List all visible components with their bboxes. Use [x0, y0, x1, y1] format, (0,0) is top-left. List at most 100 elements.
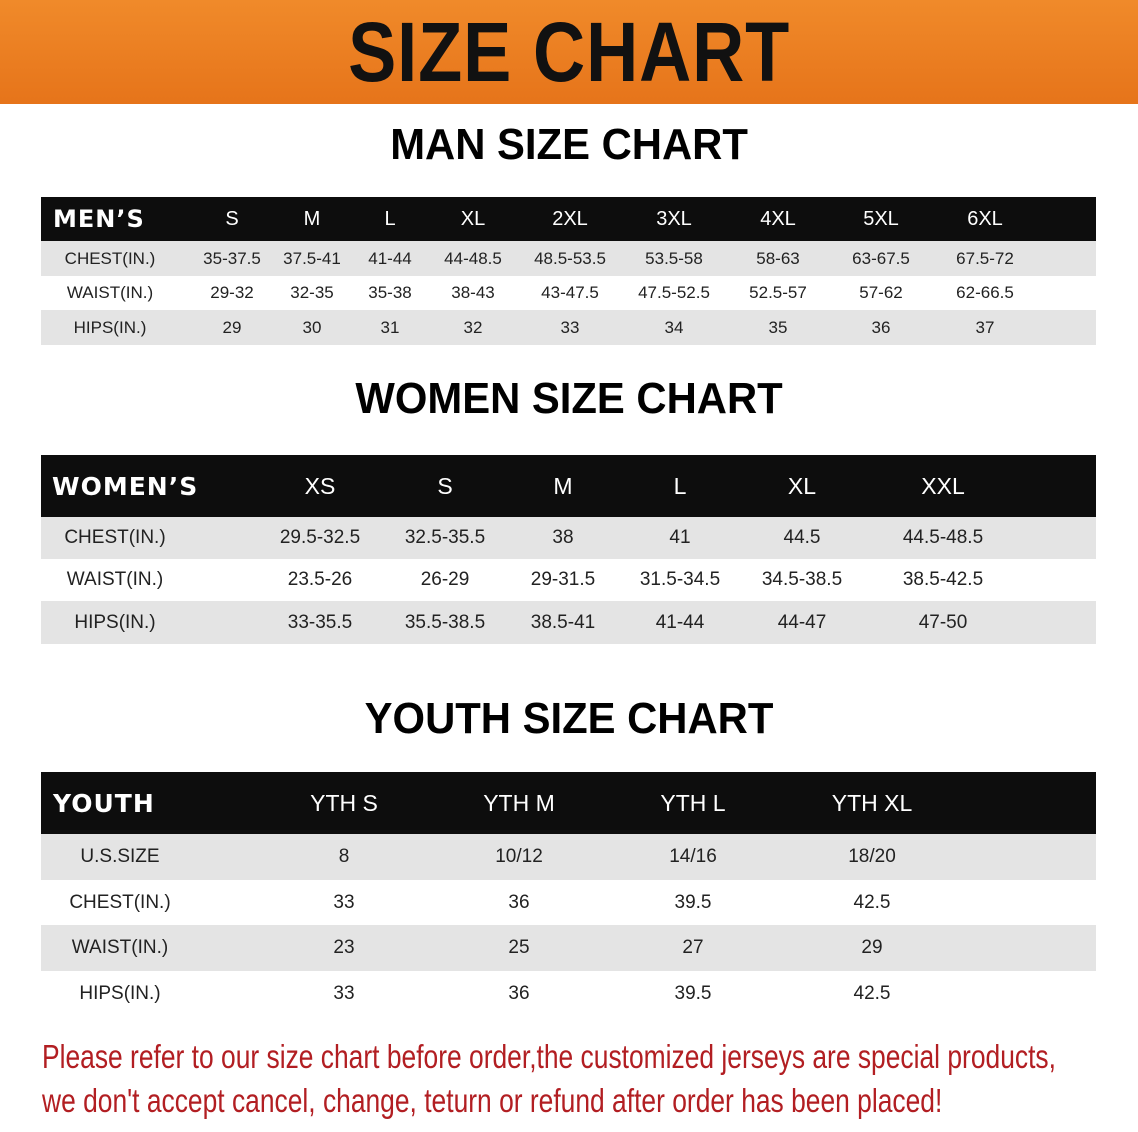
size-column-header: XL	[460, 207, 486, 230]
table-cell: 44-47	[777, 611, 827, 633]
table-cell: 29	[222, 317, 242, 337]
row-label: WAIST(IN.)	[71, 937, 169, 958]
size-column-header: 6XL	[967, 207, 1003, 230]
row-label: HIPS(IN.)	[79, 982, 161, 1004]
size-column-header: 5XL	[863, 207, 899, 230]
youth-section-title: YOUTH SIZE CHART	[364, 694, 774, 743]
table-cell: 31	[380, 317, 400, 337]
row-label: WAIST(IN.)	[66, 569, 164, 590]
table-cell: 33	[333, 891, 355, 913]
table-cell: 30	[302, 317, 322, 337]
row-label: HIPS(IN.)	[74, 611, 156, 633]
size-column-header: 4XL	[760, 207, 796, 230]
table-row: WAIST(IN.) 23 25 27 29	[41, 925, 1096, 971]
banner: SIZE CHART	[0, 0, 1138, 104]
table-cell: 27	[682, 937, 704, 958]
banner-title: SIZE CHART	[348, 5, 791, 99]
table-cell: 26-29	[420, 569, 470, 590]
size-column-header: XXL	[921, 472, 965, 499]
row-label: CHEST(IN.)	[64, 527, 166, 548]
row-label: HIPS(IN.)	[73, 317, 147, 337]
size-column-header: S	[437, 472, 453, 499]
table-row: CHEST(IN.) 33 36 39.5 42.5	[41, 880, 1096, 925]
table-cell: 41-44	[368, 248, 412, 268]
women-section-title: WOMEN SIZE CHART	[355, 374, 783, 423]
table-cell: 29-32	[210, 283, 254, 302]
table-cell: 67.5-72	[956, 248, 1014, 268]
table-cell: 39.5	[674, 891, 712, 913]
table-cell: 37.5-41	[283, 248, 341, 268]
table-cell: 35.5-38.5	[404, 611, 486, 633]
footer-notice-line-2: we don't accept cancel, change, teturn o…	[42, 1082, 943, 1119]
table-cell: 14/16	[669, 846, 717, 867]
table-cell: 63-67.5	[852, 248, 910, 268]
size-column-header: YTH XL	[831, 789, 913, 816]
table-header-label: YOUTH	[53, 788, 155, 818]
table-cell: 33	[560, 317, 580, 337]
table-row: HIPS(IN.) 29 30 31 32 33 34 35 36 37	[41, 310, 1096, 345]
table-cell: 36	[871, 317, 891, 337]
size-column-header: 2XL	[552, 207, 588, 230]
table-cell: 42.5	[853, 891, 891, 913]
table-cell: 47.5-52.5	[638, 283, 710, 302]
table-header-row: MEN’S S M L XL 2XL 3XL 4XL 5XL 6XL	[41, 197, 1096, 241]
table-cell: 38-43	[451, 283, 495, 302]
table-cell: 41	[669, 527, 691, 548]
table-cell: 41-44	[655, 611, 705, 633]
table-cell: 44.5	[783, 527, 821, 548]
table-cell: 25	[508, 937, 530, 958]
table-cell: 39.5	[674, 982, 712, 1004]
table-header-label: WOMEN’S	[52, 471, 199, 501]
table-cell: 36	[508, 982, 530, 1004]
row-label: U.S.SIZE	[80, 846, 160, 867]
size-column-header: YTH M	[483, 789, 555, 816]
size-column-header: 3XL	[656, 207, 692, 230]
row-label: CHEST(IN.)	[64, 248, 156, 268]
table-cell: 44.5-48.5	[902, 527, 984, 548]
size-column-header: XL	[787, 472, 817, 499]
table-cell: 29-31.5	[530, 569, 596, 590]
table-cell: 37	[975, 317, 995, 337]
table-cell: 47-50	[918, 611, 968, 633]
table-row: HIPS(IN.) 33-35.5 35.5-38.5 38.5-41 41-44 44-…	[41, 601, 1096, 644]
table-cell: 35-38	[368, 283, 412, 302]
table-row: WAIST(IN.) 29-32 32-35 35-38 38-43 43-47.5 47.…	[41, 276, 1096, 310]
size-column-header: L	[384, 207, 396, 230]
table-cell: 62-66.5	[956, 283, 1014, 302]
table-cell: 32-35	[290, 283, 334, 302]
table-cell: 33	[333, 982, 355, 1004]
table-cell: 35-37.5	[203, 248, 261, 268]
table-cell: 23.5-26	[287, 569, 353, 590]
size-column-header: M	[303, 207, 321, 230]
table-cell: 44-48.5	[444, 248, 502, 268]
table-cell: 58-63	[756, 248, 800, 268]
size-column-header: L	[673, 472, 687, 499]
table-cell: 53.5-58	[645, 248, 703, 268]
table-header-row: YOUTH YTH S YTH M YTH L YTH XL	[41, 772, 1096, 834]
size-column-header: M	[553, 472, 573, 499]
table-cell: 35	[768, 317, 788, 337]
table-header-row: WOMEN’S XS S M L XL XXL	[41, 455, 1096, 517]
table-cell: 23	[333, 937, 355, 958]
table-cell: 31.5-34.5	[639, 569, 721, 590]
row-label: CHEST(IN.)	[69, 891, 171, 913]
table-row: U.S.SIZE 8 10/12 14/16 18/20	[41, 834, 1096, 880]
size-column-header: YTH L	[660, 789, 726, 816]
men-section-title: MAN SIZE CHART	[390, 120, 748, 169]
table-row: CHEST(IN.) 29.5-32.5 32.5-35.5 38 41 44.5 44.5…	[41, 517, 1096, 559]
table-cell: 34	[664, 317, 684, 337]
size-column-header: YTH S	[310, 789, 378, 816]
footer-notice-line-1: Please refer to our size chart before or…	[42, 1038, 1056, 1075]
table-cell: 36	[508, 891, 530, 913]
table-row: HIPS(IN.) 33 36 39.5 42.5	[41, 971, 1096, 1016]
table-cell: 38.5-41	[530, 611, 596, 633]
table-cell: 38	[552, 527, 574, 548]
table-cell: 32.5-35.5	[404, 527, 486, 548]
table-cell: 48.5-53.5	[534, 248, 606, 268]
size-column-header: S	[225, 207, 239, 230]
row-label: WAIST(IN.)	[66, 283, 154, 302]
table-cell: 33-35.5	[287, 611, 353, 633]
table-row: WAIST(IN.) 23.5-26 26-29 29-31.5 31.5-34.5 34…	[41, 559, 1096, 601]
table-cell: 32	[463, 317, 483, 337]
table-header-label: MEN’S	[53, 205, 145, 233]
